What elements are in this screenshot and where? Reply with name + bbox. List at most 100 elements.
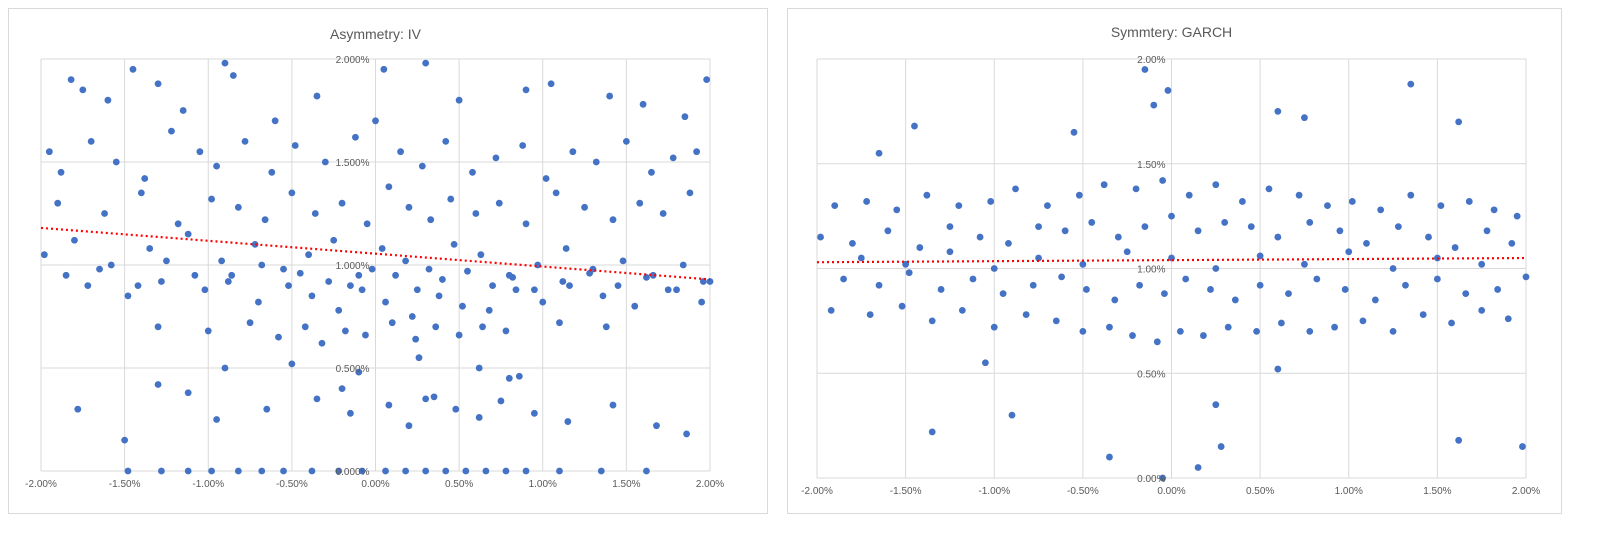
data-point [875,149,883,157]
data-point [648,168,655,176]
data-point [1274,107,1282,115]
data-point [469,168,476,176]
data-point [57,168,65,176]
data-point [522,467,530,475]
data-point [1231,296,1239,304]
data-point [489,282,496,289]
data-point [905,269,913,277]
data-point [1207,286,1214,293]
data-point [609,216,617,224]
data-point [530,286,538,294]
data-point [898,302,906,310]
data-point [1058,273,1066,281]
data-point [643,467,650,475]
data-point [475,414,483,421]
data-point [234,467,242,475]
data-point [928,428,936,436]
data-point [1100,181,1108,189]
data-point [1377,206,1385,214]
data-point [280,467,287,475]
data-point [352,133,359,141]
data-point [1052,317,1060,325]
data-point [330,236,338,244]
data-point [191,271,199,279]
data-point [1402,281,1409,289]
x-tick-label: -2.00% [25,479,57,490]
data-point [1274,233,1282,241]
data-point [659,210,667,217]
data-point [385,401,393,409]
data-point [96,265,103,273]
data-point [479,323,486,331]
data-point [631,302,639,310]
data-point [124,467,132,475]
data-point [1306,327,1314,335]
data-point [649,271,657,279]
data-point [184,467,192,475]
data-point [911,122,918,130]
data-point [413,286,421,294]
data-point [1150,101,1158,109]
data-point [976,233,984,241]
y-tick-label: 0.50% [1137,369,1165,380]
data-point [923,191,931,199]
data-point [335,306,343,314]
data-point [1185,191,1193,199]
data-point [831,202,839,210]
data-point [1022,311,1030,318]
data-point [999,290,1007,298]
data-point [1044,202,1051,210]
data-point [893,206,901,214]
data-point [301,323,309,331]
data-point [519,142,527,149]
data-point [158,278,165,285]
x-tick-label: -1.50% [890,486,922,497]
data-point [280,265,287,273]
data-point [1141,66,1149,73]
data-point [636,199,644,207]
data-point [412,335,420,343]
data-point [916,244,924,251]
data-point [430,393,438,401]
data-point [179,107,187,114]
data-point [1029,281,1037,289]
data-point [1111,296,1119,304]
data-point [522,86,530,94]
data-point [462,467,470,475]
data-point [112,158,120,166]
data-point [158,467,165,475]
data-point [1433,275,1441,283]
data-point [455,331,463,339]
data-point [1478,307,1486,314]
data-point [213,416,221,423]
data-point [388,319,396,327]
data-point [263,405,271,413]
data-point [174,220,182,228]
data-point [382,467,389,475]
x-tick-label: -2.00% [801,486,833,497]
data-point [355,271,363,279]
data-point [1182,275,1190,283]
data-point [154,381,162,388]
x-tick-label: 0.50% [1246,486,1274,497]
data-point [559,278,567,285]
data-point [415,354,423,362]
x-tick-label: 2.00% [1512,486,1540,497]
data-point [427,216,435,224]
data-point [241,138,249,145]
data-point [251,241,259,248]
data-point [288,189,296,197]
data-point [1012,185,1019,193]
data-point [464,267,471,275]
data-point [1224,323,1232,331]
data-point [958,307,966,314]
data-point [1070,128,1078,136]
data-point [1285,290,1292,298]
data-point [492,154,500,162]
data-point [442,467,450,475]
data-point [990,265,998,272]
data-point [1247,223,1255,231]
data-point [1389,265,1397,272]
data-point [1253,327,1260,335]
data-point [271,117,279,125]
